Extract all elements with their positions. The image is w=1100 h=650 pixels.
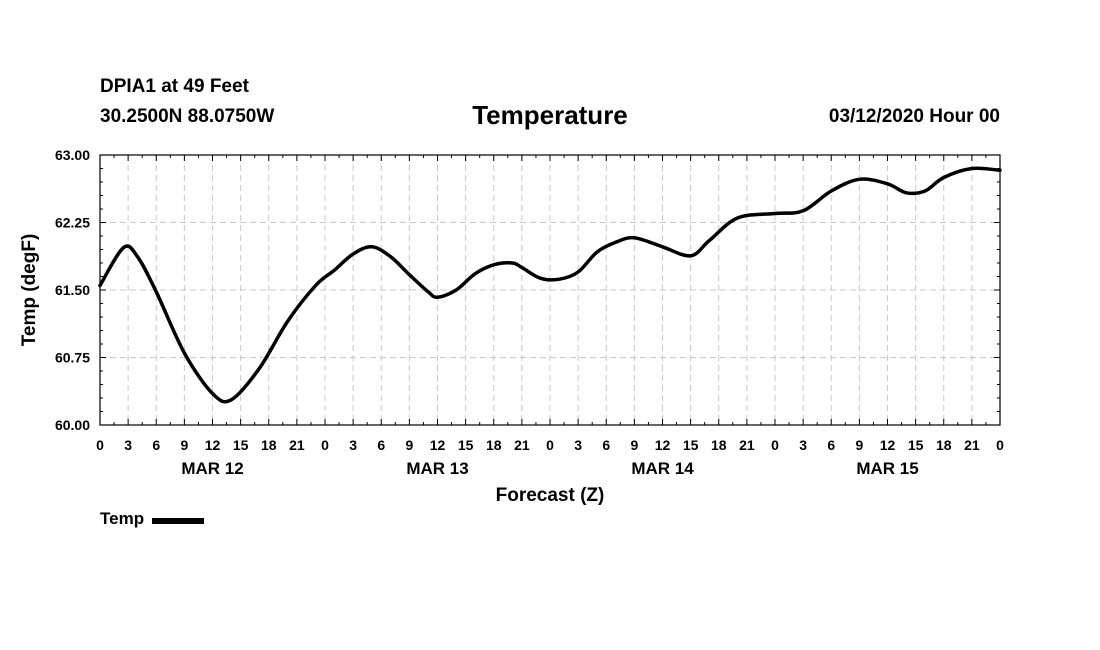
- x-tick-label: 15: [683, 437, 699, 453]
- x-tick-label: 21: [289, 437, 305, 453]
- x-tick-label: 9: [855, 437, 863, 453]
- x-tick-label: 0: [96, 437, 104, 453]
- y-tick-label: 60.75: [55, 350, 90, 366]
- station-label: DPIA1 at 49 Feet: [100, 76, 249, 97]
- x-tick-label: 3: [799, 437, 807, 453]
- x-tick-label: 12: [655, 437, 671, 453]
- x-tick-label: 12: [430, 437, 446, 453]
- x-tick-label: 6: [377, 437, 385, 453]
- x-tick-label: 3: [349, 437, 357, 453]
- chart-title: Temperature: [472, 100, 628, 130]
- x-tick-label: 0: [546, 437, 554, 453]
- x-tick-label: 9: [405, 437, 413, 453]
- series-layer: [98, 166, 1002, 404]
- x-tick-label: 18: [486, 437, 502, 453]
- legend-label-temp: Temp: [100, 509, 145, 528]
- x-tick-label: 18: [936, 437, 952, 453]
- x-tick-label: 21: [514, 437, 530, 453]
- y-tick-label: 60.00: [55, 417, 90, 433]
- coordinates-label: 30.2500N 88.0750W: [100, 106, 275, 127]
- y-tick-label: 62.25: [55, 215, 90, 231]
- y-tick-label: 61.50: [55, 282, 90, 298]
- grid: [100, 155, 1000, 425]
- day-label: MAR 15: [856, 459, 918, 478]
- day-label: MAR 12: [181, 459, 243, 478]
- x-tick-label: 12: [880, 437, 896, 453]
- x-tick-label: 0: [321, 437, 329, 453]
- x-axis-label: Forecast (Z): [496, 485, 605, 506]
- x-tick-label: 6: [152, 437, 160, 453]
- x-tick-label: 21: [964, 437, 980, 453]
- day-label: MAR 13: [406, 459, 468, 478]
- legend: Temp: [100, 509, 205, 529]
- x-tick-label: 15: [458, 437, 474, 453]
- x-tick-label: 9: [180, 437, 188, 453]
- plot-frame: [99, 154, 1001, 426]
- y-tick-label: 63.00: [55, 147, 90, 163]
- day-label: MAR 14: [631, 459, 694, 478]
- legend-swatch-temp: [152, 517, 205, 524]
- axes: 0 3 6 9 12 15 18 21 0 3 6 9 12 15 18 21 0 3 6 9 12 15 18 21 0 3 6 9…: [55, 147, 1004, 478]
- x-tick-label: 21: [739, 437, 755, 453]
- x-tick-label: 12: [205, 437, 221, 453]
- x-tick-label: 18: [711, 437, 727, 453]
- x-tick-label: 0: [996, 437, 1004, 453]
- x-tick-label: 15: [908, 437, 924, 453]
- x-tick-label: 3: [574, 437, 582, 453]
- x-tick-label: 15: [233, 437, 249, 453]
- x-tick-label: 18: [261, 437, 277, 453]
- x-tick-label: 0: [771, 437, 779, 453]
- x-tick-label: 6: [827, 437, 835, 453]
- series-line-temp: [98, 166, 1002, 404]
- x-tick-label: 6: [602, 437, 610, 453]
- x-tick-label: 9: [630, 437, 638, 453]
- y-axis-label: Temp (degF): [19, 234, 40, 347]
- x-tick-label: 3: [124, 437, 132, 453]
- forecast-datetime-label: 03/12/2020 Hour 00: [828, 106, 1000, 127]
